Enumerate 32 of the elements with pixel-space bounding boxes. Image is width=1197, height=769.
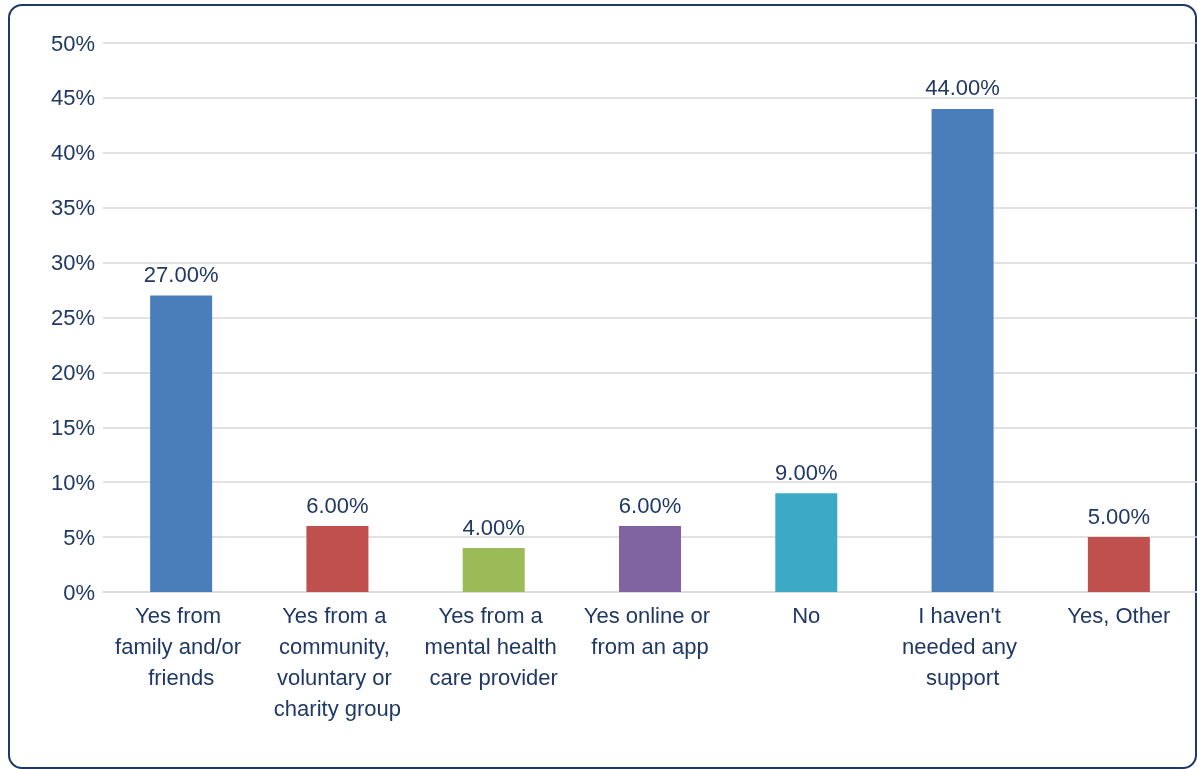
y-tick-label: 15% — [50, 414, 95, 440]
x-tick-label: I haven't needed any support — [902, 603, 1024, 690]
bar — [775, 493, 838, 592]
y-tick-label: 35% — [50, 195, 95, 221]
data-label: 44.00% — [925, 75, 1000, 101]
x-tick-label: Yes from family and/or friends — [115, 603, 248, 690]
y-tick-label: 30% — [50, 250, 95, 276]
y-tick-label: 20% — [50, 359, 95, 385]
y-tick-label: 10% — [50, 469, 95, 495]
y-tick-label: 50% — [50, 30, 95, 56]
x-tick-label: Yes, Other — [1067, 603, 1171, 628]
data-label: 4.00% — [462, 514, 525, 540]
x-tick-label: No — [792, 603, 821, 628]
y-tick-label: 45% — [50, 85, 95, 111]
bar — [150, 295, 213, 592]
data-label: 9.00% — [775, 459, 838, 485]
x-tick-label: Yes online or from an app — [583, 603, 717, 659]
bar — [931, 108, 994, 592]
y-tick-label: 5% — [63, 524, 95, 550]
bar — [1087, 537, 1150, 592]
x-tick-label: Yes from a community, voluntary or charity group — [273, 603, 402, 721]
data-label: 6.00% — [618, 492, 682, 518]
bar — [619, 526, 681, 592]
data-label: 5.00% — [1087, 503, 1151, 529]
x-tick-label: Yes from a mental health care provider — [424, 603, 563, 690]
y-tick-label: 40% — [50, 140, 95, 166]
y-tick-label: 25% — [50, 305, 95, 330]
data-label: 6.00% — [306, 492, 369, 518]
bar — [462, 548, 525, 592]
bar — [306, 526, 369, 592]
data-label: 27.00% — [143, 262, 219, 288]
y-tick-label: 0% — [63, 579, 95, 605]
